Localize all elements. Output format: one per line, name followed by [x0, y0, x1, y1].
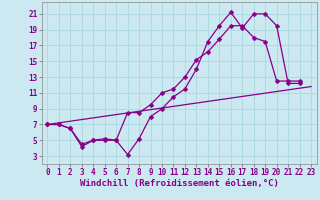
- X-axis label: Windchill (Refroidissement éolien,°C): Windchill (Refroidissement éolien,°C): [80, 179, 279, 188]
